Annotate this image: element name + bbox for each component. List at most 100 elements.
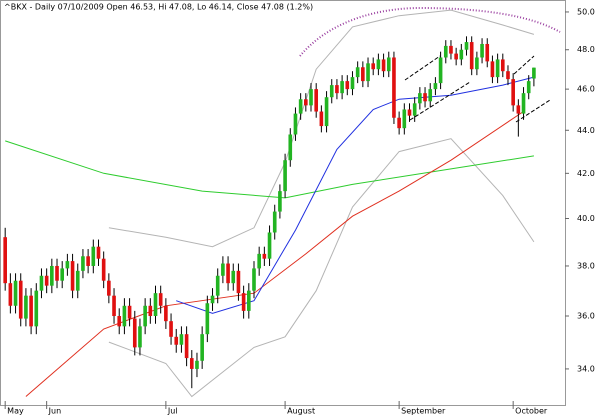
- candle-body: [174, 336, 179, 345]
- x-tick-label: September: [401, 407, 446, 416]
- candle-body: [329, 85, 334, 98]
- candle-body: [86, 256, 90, 266]
- candle-body: [272, 211, 277, 233]
- candle-body: [153, 293, 158, 317]
- candle-body: [143, 305, 147, 327]
- candle-body: [418, 93, 422, 104]
- drawn-trendline: [404, 55, 441, 81]
- candle-body: [500, 59, 505, 72]
- candle-body: [511, 79, 515, 106]
- candle-body: [164, 305, 168, 322]
- candle-body: [340, 81, 344, 94]
- candle-body: [381, 59, 386, 72]
- chart-title: ^BKX - Daily 07/10/2009 Open 46.53, Hi 4…: [4, 3, 313, 12]
- candle-body: [376, 59, 381, 70]
- candle-body: [70, 261, 75, 291]
- candle-body: [350, 77, 355, 90]
- candle-body: [490, 61, 495, 78]
- candle-body: [65, 261, 70, 269]
- candle-body: [132, 318, 137, 348]
- y-tick-label: 36.0: [577, 312, 595, 321]
- candle-body: [231, 270, 236, 284]
- x-tick-label: Jun: [48, 407, 62, 416]
- y-tick-label: 42.0: [577, 169, 595, 178]
- candle-body: [485, 43, 490, 62]
- candle-body: [495, 59, 500, 78]
- overlay-line: [5, 140, 534, 199]
- candle-body: [526, 81, 531, 94]
- candle-body: [91, 246, 96, 266]
- candle-body: [304, 99, 308, 106]
- candle-body: [345, 81, 350, 90]
- candle-body: [469, 42, 474, 70]
- candle-body: [506, 71, 510, 80]
- candle-body: [355, 67, 360, 78]
- y-tick-label: 34.0: [577, 364, 595, 373]
- y-tick-label: 38.0: [577, 261, 595, 270]
- candle-body: [44, 275, 49, 286]
- overlay-line: [176, 76, 535, 314]
- candle-body: [433, 83, 438, 90]
- candle-body: [449, 45, 453, 54]
- x-tick-label: Jul: [167, 407, 178, 416]
- candle-body: [24, 295, 28, 319]
- candle-body: [236, 270, 241, 294]
- candle-body: [13, 280, 18, 306]
- candle-body: [96, 246, 101, 259]
- candle-body: [314, 89, 319, 112]
- candle-layer: [3, 36, 536, 389]
- candle-body: [75, 270, 80, 291]
- candle-body: [521, 93, 526, 114]
- candle-body: [392, 57, 396, 118]
- candle-body: [262, 253, 267, 259]
- candle-body: [148, 305, 153, 317]
- x-tick-label: August: [287, 407, 315, 416]
- candle-body: [184, 334, 189, 359]
- y-tick-label: 48.0: [577, 45, 595, 54]
- candle-body: [454, 53, 458, 60]
- candle-body: [195, 360, 199, 369]
- candle-body: [205, 303, 210, 335]
- candle-body: [402, 109, 407, 129]
- candle-body: [112, 295, 116, 317]
- candle-body: [246, 290, 251, 311]
- candle-body: [226, 263, 230, 284]
- candle-body: [278, 191, 282, 212]
- x-tick-label: May: [7, 407, 24, 416]
- drawn-trendline: [513, 55, 535, 75]
- candle-body: [169, 321, 173, 337]
- y-tick-label: 46.0: [577, 85, 595, 94]
- candle-body: [81, 256, 85, 271]
- candle-body: [179, 334, 184, 345]
- candle-body: [8, 283, 13, 306]
- candle-body: [475, 57, 479, 70]
- candle-body: [443, 45, 448, 58]
- candle-body: [101, 258, 106, 281]
- candle-body: [459, 49, 464, 60]
- x-tick-label: October: [515, 407, 548, 416]
- candle-body: [127, 305, 132, 319]
- candle-body: [257, 253, 261, 269]
- candle-body: [210, 295, 215, 304]
- candle-body: [366, 63, 370, 82]
- candle-body: [252, 268, 256, 291]
- candle-body: [480, 43, 484, 58]
- candle-body: [464, 42, 469, 50]
- candle-body: [117, 316, 122, 327]
- candle-body: [138, 326, 142, 348]
- overlay-line: [108, 138, 535, 398]
- candle-body: [241, 293, 246, 311]
- y-tick-label: 40.0: [577, 214, 595, 223]
- candle-body: [361, 67, 365, 82]
- candle-body: [29, 295, 33, 327]
- overlay-line: [108, 9, 535, 248]
- candle-body: [532, 67, 536, 79]
- candle-body: [267, 232, 272, 259]
- candle-body: [107, 280, 111, 296]
- candle-body: [438, 57, 443, 84]
- candle-body: [288, 134, 293, 161]
- candle-body: [200, 334, 204, 361]
- candle-body: [298, 99, 303, 114]
- overlay-layer: [5, 9, 535, 398]
